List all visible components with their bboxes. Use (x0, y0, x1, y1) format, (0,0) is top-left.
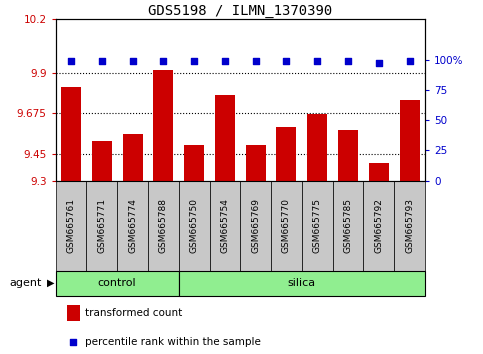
Text: GSM665785: GSM665785 (343, 198, 353, 253)
FancyBboxPatch shape (56, 181, 86, 271)
Point (283, 58, 290, 64)
Text: control: control (98, 278, 136, 288)
Text: ▶: ▶ (47, 278, 55, 288)
Text: GSM665750: GSM665750 (190, 198, 199, 253)
Text: GSM665769: GSM665769 (251, 198, 260, 253)
Point (221, 58, 229, 64)
Point (69, 339, 77, 344)
Bar (215, 95, 235, 181)
Title: GDS5198 / ILMN_1370390: GDS5198 / ILMN_1370390 (148, 5, 332, 18)
Text: GSM665793: GSM665793 (405, 198, 414, 253)
Text: GSM665770: GSM665770 (282, 198, 291, 253)
FancyBboxPatch shape (117, 181, 148, 271)
Point (375, 61, 383, 66)
Point (344, 58, 352, 64)
Bar (369, 162, 389, 181)
Point (67, 58, 75, 64)
Text: GSM665761: GSM665761 (67, 198, 75, 253)
Bar (338, 130, 358, 181)
FancyBboxPatch shape (56, 271, 179, 296)
Bar (123, 134, 142, 181)
Text: GSM665792: GSM665792 (374, 198, 384, 253)
Text: GSM665788: GSM665788 (159, 198, 168, 253)
Point (406, 58, 413, 64)
Bar (61, 87, 81, 181)
FancyBboxPatch shape (240, 181, 271, 271)
Point (313, 58, 321, 64)
Text: agent: agent (10, 278, 42, 288)
FancyBboxPatch shape (394, 181, 425, 271)
Bar (184, 145, 204, 181)
Point (98, 58, 106, 64)
FancyBboxPatch shape (302, 181, 333, 271)
Text: transformed count: transformed count (85, 308, 183, 318)
FancyBboxPatch shape (179, 181, 210, 271)
FancyBboxPatch shape (179, 271, 425, 296)
Text: GSM665774: GSM665774 (128, 198, 137, 253)
Bar (399, 100, 420, 181)
Text: silica: silica (288, 278, 316, 288)
Point (190, 58, 198, 64)
Text: GSM665771: GSM665771 (97, 198, 106, 253)
Bar (276, 127, 297, 181)
Bar (246, 145, 266, 181)
Text: GSM665775: GSM665775 (313, 198, 322, 253)
Text: percentile rank within the sample: percentile rank within the sample (85, 337, 261, 347)
FancyBboxPatch shape (364, 181, 394, 271)
Bar (153, 70, 173, 181)
Bar (67, 305, 80, 321)
Text: GSM665754: GSM665754 (220, 198, 229, 253)
FancyBboxPatch shape (86, 181, 117, 271)
Bar (307, 114, 327, 181)
FancyBboxPatch shape (271, 181, 302, 271)
Point (159, 58, 167, 64)
FancyBboxPatch shape (148, 181, 179, 271)
FancyBboxPatch shape (333, 181, 364, 271)
Bar (92, 141, 112, 181)
FancyBboxPatch shape (210, 181, 240, 271)
Point (128, 58, 136, 64)
Point (252, 58, 259, 64)
